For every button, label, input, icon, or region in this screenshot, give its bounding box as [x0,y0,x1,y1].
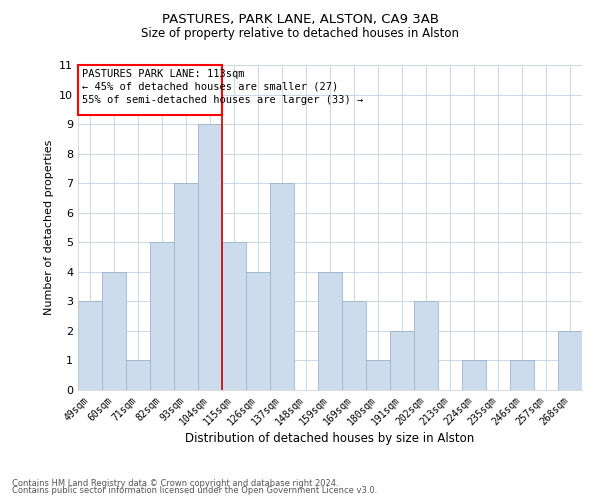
Text: Size of property relative to detached houses in Alston: Size of property relative to detached ho… [141,28,459,40]
Y-axis label: Number of detached properties: Number of detached properties [44,140,53,315]
Text: Contains HM Land Registry data © Crown copyright and database right 2024.: Contains HM Land Registry data © Crown c… [12,478,338,488]
Bar [366,360,390,390]
Bar [318,272,342,390]
Bar [222,242,246,390]
Bar [342,302,366,390]
Bar [246,272,270,390]
Text: PASTURES PARK LANE: 113sqm: PASTURES PARK LANE: 113sqm [82,70,245,80]
Text: ← 45% of detached houses are smaller (27): ← 45% of detached houses are smaller (27… [82,81,338,91]
Bar [174,183,198,390]
Bar [270,183,294,390]
Bar [510,360,534,390]
Bar [78,302,102,390]
Text: 55% of semi-detached houses are larger (33) →: 55% of semi-detached houses are larger (… [82,94,364,104]
Bar [558,331,582,390]
Bar [102,272,126,390]
Bar [198,124,222,390]
Bar [462,360,486,390]
Bar [414,302,438,390]
Text: PASTURES, PARK LANE, ALSTON, CA9 3AB: PASTURES, PARK LANE, ALSTON, CA9 3AB [161,12,439,26]
FancyBboxPatch shape [79,65,221,115]
Bar [390,331,414,390]
X-axis label: Distribution of detached houses by size in Alston: Distribution of detached houses by size … [185,432,475,446]
Bar [126,360,150,390]
Bar [150,242,174,390]
Text: Contains public sector information licensed under the Open Government Licence v3: Contains public sector information licen… [12,486,377,495]
